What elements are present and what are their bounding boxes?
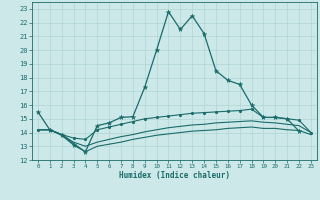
X-axis label: Humidex (Indice chaleur): Humidex (Indice chaleur): [119, 171, 230, 180]
